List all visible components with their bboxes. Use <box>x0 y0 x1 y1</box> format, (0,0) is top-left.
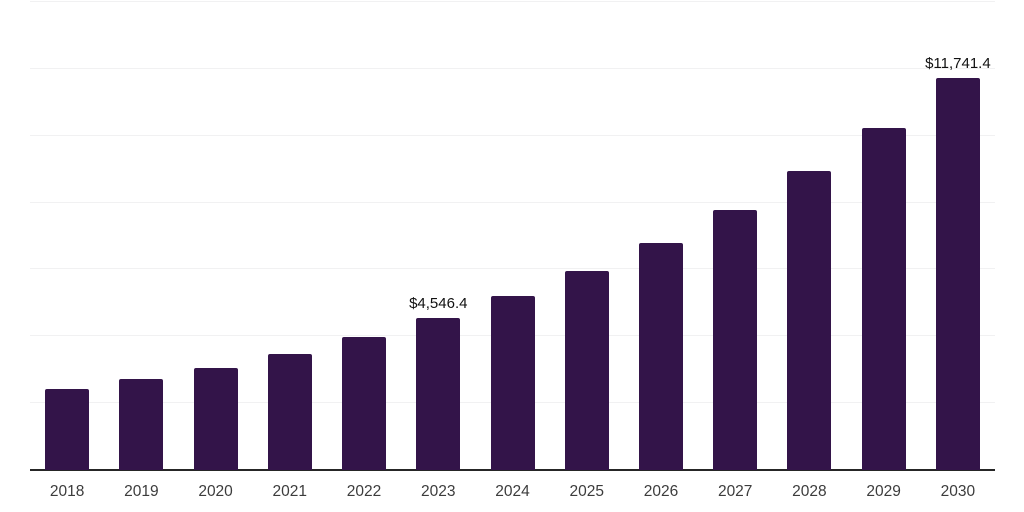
bar-2027 <box>713 210 758 470</box>
x-tick-label-2028: 2028 <box>792 483 827 500</box>
bar-value-label-2030: $11,741.4 <box>925 54 991 72</box>
x-tick-label-2020: 2020 <box>198 483 233 500</box>
x-tick-label-2023: 2023 <box>421 483 456 500</box>
bar-value-label-2023: $4,546.4 <box>409 295 468 313</box>
bar-2026 <box>638 242 683 470</box>
x-tick-label-2026: 2026 <box>643 483 679 500</box>
bar-2022 <box>342 336 387 470</box>
x-tick-label-2025: 2025 <box>569 483 604 500</box>
plot-area: $4,546.4 $11,741.4 <box>30 1 995 471</box>
x-tick-label-2019: 2019 <box>124 483 159 500</box>
bar-2021 <box>267 354 312 470</box>
gridline-6000 <box>30 268 995 270</box>
x-axis-line <box>30 469 995 471</box>
x-tick-label-2029: 2029 <box>866 483 901 500</box>
x-tick-label-2021: 2021 <box>272 483 308 500</box>
gridline-10000 <box>30 134 995 136</box>
x-tick-label-2024: 2024 <box>495 483 530 500</box>
bar-2018 <box>45 389 90 470</box>
gridline-14000 <box>30 1 995 2</box>
x-tick-label-2018: 2018 <box>49 483 85 500</box>
bar-2030 <box>935 77 980 470</box>
gridline-12000 <box>30 67 995 69</box>
gridline-8000 <box>30 201 995 203</box>
bar-2025 <box>564 271 609 470</box>
bar-2028 <box>787 171 832 470</box>
bar-2019 <box>119 379 164 470</box>
bar-2020 <box>193 368 238 470</box>
x-tick-label-2022: 2022 <box>346 483 382 500</box>
bar-2029 <box>861 127 906 470</box>
x-tick-label-2027: 2027 <box>717 483 753 500</box>
bar-2024 <box>490 296 535 470</box>
bar-2023 <box>416 318 461 470</box>
x-tick-label-2030: 2030 <box>940 483 976 500</box>
